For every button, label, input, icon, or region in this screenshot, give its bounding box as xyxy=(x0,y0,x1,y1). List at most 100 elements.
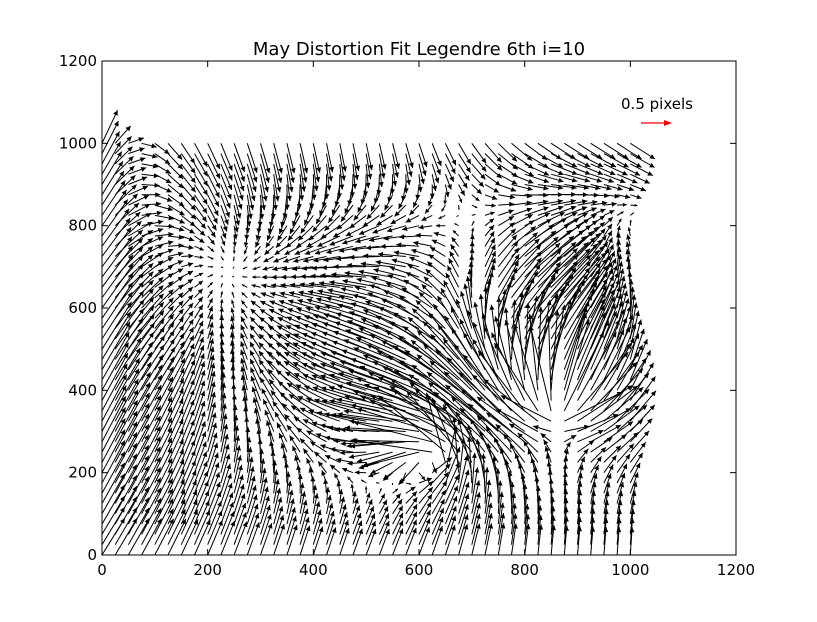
quiver-arrowhead xyxy=(397,499,402,505)
quiver-arrowhead xyxy=(211,232,216,238)
quiver-arrowhead xyxy=(202,216,207,222)
quiver-arrowhead xyxy=(466,167,471,173)
quiver-arrowhead xyxy=(203,199,208,205)
quiver-arrowhead xyxy=(289,394,295,399)
quiver-arrowhead xyxy=(350,223,356,228)
quiver-arrowhead xyxy=(489,219,494,224)
quiver-arrowhead xyxy=(245,228,250,233)
quiver-arrowhead xyxy=(188,279,194,284)
quiver-arrowhead xyxy=(250,325,255,331)
quiver-arrowhead xyxy=(367,174,372,179)
x-tick-label: 1200 xyxy=(717,561,755,579)
quiver-arrowhead xyxy=(326,296,332,301)
quiver-key-arrowhead xyxy=(664,120,672,126)
quiver-arrowhead xyxy=(275,250,281,255)
quiver-arrowhead xyxy=(316,297,321,302)
quiver-arrowhead xyxy=(387,228,393,233)
quiver-arrowhead xyxy=(363,222,369,227)
quiver-arrowhead xyxy=(508,209,514,214)
quiver-arrowhead xyxy=(310,442,316,447)
quiver-arrowhead xyxy=(253,177,258,183)
quiver-arrowhead xyxy=(201,401,206,407)
quiver-arrowhead xyxy=(241,494,246,500)
quiver-arrowhead xyxy=(616,233,621,238)
quiver-arrowhead xyxy=(617,226,621,231)
quiver-arrowhead xyxy=(252,275,255,278)
quiver-arrowhead xyxy=(357,278,362,283)
quiver-arrowhead xyxy=(211,266,213,268)
quiver-arrowhead xyxy=(251,301,256,306)
quiver-arrowhead xyxy=(347,443,352,448)
quiver-arrowhead xyxy=(558,206,564,211)
quiver-arrowhead xyxy=(263,196,268,201)
quiver-arrow xyxy=(501,396,551,422)
quiver-arrowhead xyxy=(549,488,554,493)
quiver-arrowhead xyxy=(244,235,249,240)
quiver-arrowhead xyxy=(279,300,285,305)
quiver-arrowhead xyxy=(536,258,541,264)
quiver-arrowhead xyxy=(213,433,218,439)
quiver-arrowhead xyxy=(484,467,489,472)
quiver-arrowhead xyxy=(625,194,630,199)
quiver-arrowhead xyxy=(283,258,289,263)
quiver-arrowhead xyxy=(287,383,293,388)
quiver-arrowhead xyxy=(386,331,392,336)
quiver-arrowhead xyxy=(139,147,145,152)
quiver-arrow xyxy=(168,449,184,483)
quiver-arrowhead xyxy=(178,243,183,248)
quiver-arrowhead xyxy=(250,334,255,340)
quiver-arrowhead xyxy=(325,436,330,441)
quiver-arrowhead xyxy=(277,334,283,339)
quiver-arrowhead xyxy=(289,187,294,192)
quiver-arrow xyxy=(142,385,162,421)
quiver-arrowhead xyxy=(474,467,479,472)
quiver-arrowhead xyxy=(451,244,456,250)
quiver-arrowhead xyxy=(486,413,492,418)
quiver-arrowhead xyxy=(242,276,244,278)
quiver-arrow xyxy=(181,500,197,535)
quiver-arrowhead xyxy=(179,235,184,240)
quiver-arrowhead xyxy=(264,187,269,193)
quiver-arrowhead xyxy=(394,250,399,255)
quiver-arrowhead xyxy=(415,195,420,200)
quiver-arrowhead xyxy=(353,294,359,299)
quiver-arrowhead xyxy=(322,265,327,270)
quiver-arrow xyxy=(168,409,183,442)
quiver-arrow xyxy=(506,460,512,494)
quiver-arrow xyxy=(354,422,433,442)
quiver-arrowhead xyxy=(279,506,284,512)
quiver-arrowhead xyxy=(276,187,281,193)
quiver-arrowhead xyxy=(281,275,286,280)
quiver-arrowhead xyxy=(381,244,386,249)
quiver-arrowhead xyxy=(509,424,515,429)
quiver-arrowhead xyxy=(438,296,443,302)
x-tick-label: 600 xyxy=(405,561,434,579)
quiver-arrowhead xyxy=(392,181,397,186)
quiver-arrowhead xyxy=(623,203,627,207)
quiver-arrow xyxy=(181,490,197,524)
y-tick-label: 1000 xyxy=(59,134,97,152)
quiver-arrowhead xyxy=(365,486,368,489)
quiver-arrowhead xyxy=(392,258,397,263)
quiver-arrowhead xyxy=(410,487,415,492)
quiver-arrowhead xyxy=(614,194,619,199)
quiver-arrowhead xyxy=(201,411,206,417)
quiver-arrowhead xyxy=(536,486,541,491)
quiver-arrowhead xyxy=(261,284,266,289)
quiver-arrowhead xyxy=(473,302,478,307)
quiver-arrowhead xyxy=(233,405,238,410)
quiver-arrowhead xyxy=(290,436,295,442)
quiver-arrowhead xyxy=(340,427,345,432)
quiver-arrow xyxy=(102,485,125,524)
quiver-arrowhead xyxy=(469,262,474,267)
quiver-arrowhead xyxy=(597,456,602,462)
quiver-arrowhead xyxy=(412,497,417,503)
x-tick-label: 1000 xyxy=(611,561,649,579)
quiver-arrowhead xyxy=(420,179,425,184)
quiver-arrowhead xyxy=(355,470,360,475)
quiver-arrowhead xyxy=(168,240,174,245)
quiver-arrow xyxy=(142,327,165,359)
quiver-arrowhead xyxy=(266,242,271,248)
quiver-arrowhead xyxy=(320,423,325,428)
quiver-arrowhead xyxy=(649,154,655,159)
